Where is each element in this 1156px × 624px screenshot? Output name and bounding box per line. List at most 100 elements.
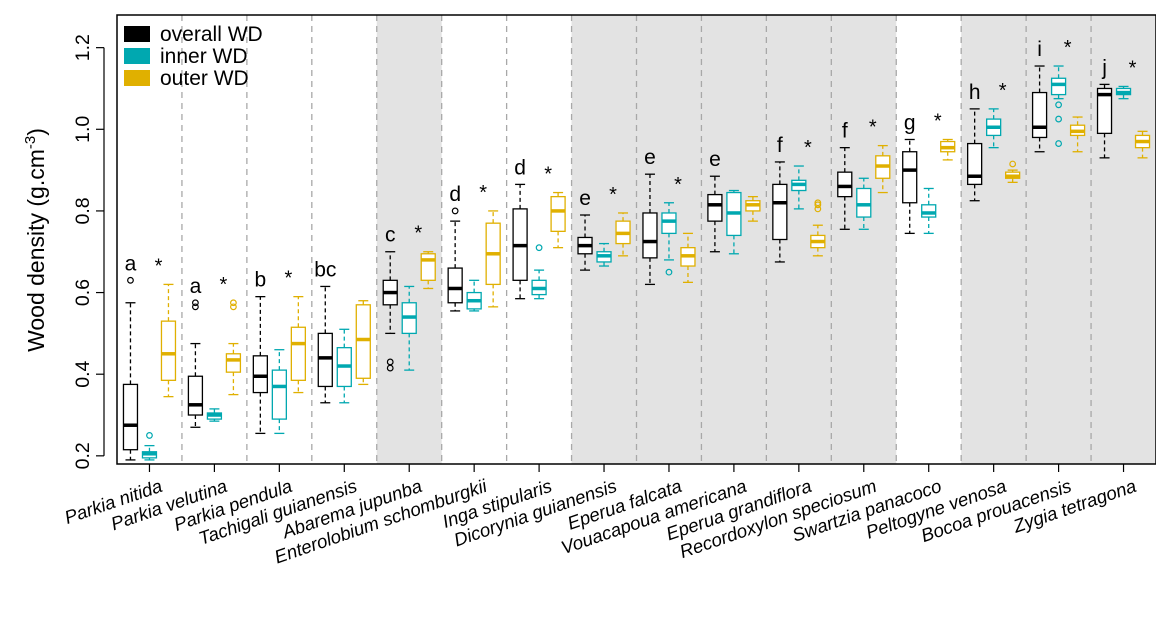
box-outer bbox=[290, 295, 306, 394]
box-inner bbox=[141, 432, 158, 461]
outlier-point bbox=[192, 303, 199, 311]
outlier-point bbox=[814, 201, 822, 209]
significance-star: * bbox=[414, 223, 422, 245]
y-axis-label-main: Wood density (g.cm bbox=[23, 149, 49, 352]
box-overall bbox=[902, 138, 918, 235]
box-iqr bbox=[967, 142, 983, 186]
box-iqr bbox=[122, 383, 139, 451]
significance-star: * bbox=[609, 184, 617, 206]
box-outer bbox=[680, 232, 696, 284]
box-overall bbox=[252, 295, 268, 435]
significance-star: * bbox=[284, 268, 292, 290]
box-iqr bbox=[420, 253, 436, 281]
box-iqr bbox=[447, 267, 463, 304]
box-iqr bbox=[837, 171, 853, 198]
significance-letter: g bbox=[904, 111, 916, 134]
box-overall bbox=[642, 173, 658, 286]
box-iqr bbox=[550, 195, 566, 232]
significance-letter: b bbox=[255, 269, 267, 292]
plot-frame bbox=[116, 14, 1156, 465]
box-outer bbox=[1134, 130, 1151, 159]
box-overall bbox=[382, 251, 398, 372]
legend-label: outer WD bbox=[160, 67, 249, 90]
box-outer bbox=[225, 299, 242, 396]
significance-star: * bbox=[869, 117, 877, 139]
significance-letter: a bbox=[190, 275, 202, 298]
box-iqr bbox=[355, 304, 371, 379]
y-tick-label: 0.2 bbox=[72, 442, 94, 469]
significance-letter: f bbox=[777, 134, 783, 157]
shaded-group-bg bbox=[376, 15, 442, 464]
separator-lines-layer bbox=[181, 15, 1092, 464]
shaded-group-bg bbox=[961, 15, 1027, 464]
box-outer bbox=[485, 210, 501, 308]
outlier-point bbox=[127, 276, 134, 284]
box-inner bbox=[661, 202, 677, 276]
y-tick-label: 0.8 bbox=[72, 197, 94, 224]
box-overall bbox=[837, 147, 853, 230]
box-overall bbox=[187, 299, 204, 428]
outlier-point bbox=[230, 303, 237, 311]
box-overall bbox=[967, 108, 983, 202]
y-axis-label-close: ) bbox=[23, 128, 49, 136]
y-axis: 0.2 0.4 0.6 0.8 1.0 1.2 bbox=[72, 34, 105, 469]
box-iqr bbox=[642, 212, 658, 259]
outlier-point bbox=[1009, 160, 1017, 168]
y-tick-label: 1.2 bbox=[72, 34, 94, 61]
box-inner bbox=[271, 349, 287, 435]
outlier-point bbox=[192, 299, 199, 307]
legend-swatch bbox=[124, 48, 150, 64]
significance-star: * bbox=[999, 80, 1007, 102]
significance-letter: d bbox=[514, 156, 526, 179]
box-iqr bbox=[856, 187, 872, 218]
significance-star: * bbox=[155, 255, 163, 277]
significance-letter: c bbox=[385, 224, 396, 247]
significance-letter: f bbox=[842, 120, 848, 143]
box-iqr bbox=[1096, 87, 1113, 135]
outlier-point bbox=[230, 299, 237, 307]
box-iqr bbox=[1050, 77, 1067, 96]
box-inner bbox=[466, 279, 482, 312]
box-iqr bbox=[187, 375, 204, 416]
box-outer bbox=[355, 300, 371, 386]
outlier-point bbox=[146, 432, 153, 439]
y-tick-label: 0.4 bbox=[72, 360, 94, 387]
significance-letter: bc bbox=[314, 258, 336, 281]
outlier-point bbox=[814, 199, 822, 207]
box-inner bbox=[856, 177, 872, 230]
significance-star: * bbox=[674, 174, 682, 196]
box-outer bbox=[745, 195, 761, 222]
box-inner bbox=[401, 285, 417, 371]
box-iqr bbox=[160, 320, 177, 381]
box-overall bbox=[317, 285, 333, 404]
significance-star: * bbox=[804, 137, 812, 159]
box-outer bbox=[810, 199, 826, 257]
box-inner bbox=[791, 165, 807, 210]
legend-swatch bbox=[124, 26, 150, 42]
outlier-point bbox=[665, 268, 673, 276]
outlier-point bbox=[386, 358, 394, 366]
box-iqr bbox=[707, 193, 723, 222]
box-outer bbox=[160, 283, 177, 398]
box-overall bbox=[122, 276, 139, 461]
shaded-group-bg bbox=[831, 15, 897, 464]
box-inner bbox=[1115, 85, 1132, 100]
legend-swatch bbox=[124, 70, 150, 86]
outlier-point bbox=[1055, 101, 1062, 109]
box-iqr bbox=[271, 369, 287, 420]
legend-label: overall WD bbox=[160, 23, 263, 46]
shaded-group-bg bbox=[1091, 15, 1156, 464]
significance-letter: e bbox=[709, 148, 721, 171]
y-axis-label-exponent: -3 bbox=[22, 136, 39, 149]
box-outer bbox=[1005, 160, 1021, 184]
significance-star: * bbox=[479, 182, 487, 204]
box-iqr bbox=[772, 183, 788, 241]
box-iqr bbox=[661, 212, 677, 235]
box-inner bbox=[596, 242, 612, 267]
box-overall bbox=[1096, 83, 1113, 159]
box-iqr bbox=[902, 151, 918, 204]
annotation-layer: a * a * b * bc c * d * d * e * e * e f * f * g * h * i * j * bbox=[125, 37, 1137, 298]
y-tick-label: 1.0 bbox=[72, 116, 94, 143]
